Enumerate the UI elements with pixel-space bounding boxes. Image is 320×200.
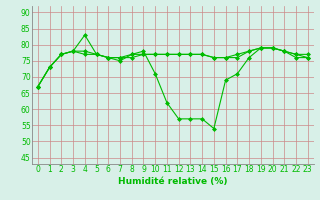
X-axis label: Humidité relative (%): Humidité relative (%) bbox=[118, 177, 228, 186]
